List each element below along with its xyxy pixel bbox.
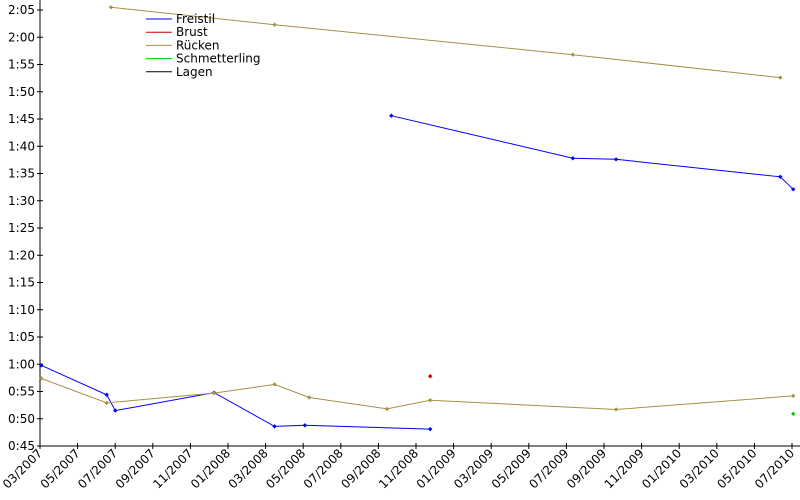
data-point [570,52,576,57]
y-axis-ticks: 2:05 2:00 1:55 1:50 1:45 1:40 1:35 1:30 1:25 1:20… [8,3,43,453]
data-point [113,408,118,413]
data-point [272,22,277,27]
series-1 [428,374,433,379]
y-tick-label: 1:40 [8,139,35,153]
y-tick-label: 1:00 [8,357,35,371]
x-axis-ticks: 03/200705/200707/200709/200711/200701/20… [0,443,797,491]
x-tick-label: 11/2009 [602,446,647,491]
series-line [110,6,781,79]
data-point [791,411,796,417]
data-point [211,390,217,396]
axes [39,0,800,447]
data-point [613,157,619,162]
series-line [391,115,794,190]
data-point [108,5,114,10]
y-tick-label: 1:30 [8,194,35,208]
y-tick-label: 1:25 [8,221,35,235]
data-point [570,156,576,161]
y-tick-label: 0:45 [8,439,35,453]
series-3 [791,411,796,417]
series-layer [39,5,796,432]
data-point [39,363,44,368]
y-tick-label: 1:50 [8,85,35,99]
data-point [791,393,796,399]
y-tick-label: 1:05 [8,330,35,344]
x-tick-label: 09/2008 [338,446,383,491]
series-line [40,364,431,430]
data-point [791,187,796,192]
legend-label: Schmetterling [176,52,261,66]
y-tick-label: 2:05 [8,3,35,17]
data-point [778,174,783,179]
data-point [104,400,109,406]
x-tick-label: 03/2009 [451,446,496,491]
data-point [306,395,312,400]
x-tick-label: 07/2009 [526,446,571,491]
y-tick-label: 1:35 [8,167,35,181]
x-tick-label: 11/2007 [150,446,195,491]
data-point [39,376,44,381]
series-2 [39,5,796,412]
legend-label: Brust [176,25,208,39]
data-point [272,382,277,387]
data-point [428,398,433,403]
y-tick-label: 1:55 [8,58,35,72]
legend-label: Freistil [176,12,215,26]
x-tick-label: 07/2007 [75,446,120,491]
x-tick-label: 05/2009 [489,446,534,491]
data-point [389,113,394,118]
data-point [104,392,109,397]
y-tick-label: 0:50 [8,412,35,426]
x-tick-label: 03/2010 [677,446,722,491]
y-tick-label: 1:45 [8,112,35,126]
x-tick-label: 01/2010 [639,446,684,491]
x-tick-label: 07/2008 [301,446,346,491]
data-point [428,374,433,379]
x-tick-label: 07/2010 [752,446,797,491]
x-tick-label: 03/2008 [226,446,271,491]
data-point [778,75,783,80]
x-tick-label: 05/2007 [38,446,83,491]
x-tick-label: 11/2008 [376,446,421,491]
y-tick-label: 0:55 [8,385,35,399]
data-point [384,406,390,412]
data-point [302,423,308,428]
y-tick-label: 1:15 [8,276,35,290]
data-point [428,426,433,432]
legend-label: Lagen [176,65,213,79]
series-0 [39,113,796,432]
x-tick-label: 09/2007 [113,446,158,491]
y-tick-label: 1:10 [8,303,35,317]
x-tick-label: 09/2009 [564,446,609,491]
x-tick-label: 01/2009 [414,446,459,491]
x-tick-label: 01/2008 [188,446,233,491]
data-point [613,407,619,412]
x-tick-label: 05/2010 [714,446,759,491]
y-tick-label: 2:00 [8,30,35,44]
x-tick-label: 05/2008 [263,446,308,491]
y-tick-label: 1:20 [8,248,35,262]
data-point [272,424,277,429]
legend-label: Rücken [176,38,220,52]
series-line [41,377,794,411]
